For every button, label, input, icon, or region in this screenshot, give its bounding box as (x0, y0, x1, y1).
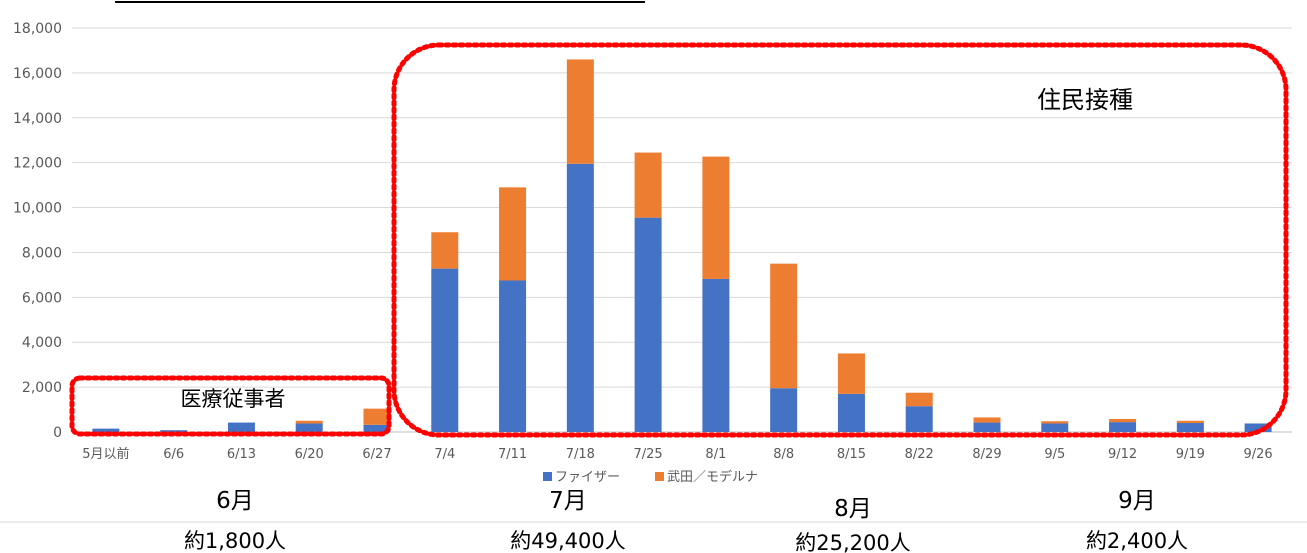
x-tick-label: 8/29 (972, 447, 1001, 462)
bar-moderna (634, 152, 662, 218)
y-tick-label: 6,000 (22, 290, 62, 306)
y-tick-label: 14,000 (13, 111, 62, 127)
x-tick-label: 6/13 (227, 447, 256, 462)
x-tick-label: 8/8 (773, 447, 794, 462)
x-tick-label: 7/25 (634, 447, 663, 462)
x-tick-label: 9/5 (1044, 447, 1065, 462)
bar-pfizer (363, 424, 391, 432)
bar-pfizer (1041, 423, 1069, 432)
bar-moderna (295, 420, 323, 424)
bar-moderna (566, 59, 594, 164)
month-label-july: 7月 (549, 488, 587, 514)
bar-moderna (499, 187, 527, 281)
x-tick-label: 8/1 (705, 447, 726, 462)
legend: ファイザー 武田／モデルナ (543, 469, 758, 485)
x-tick-label: 9/12 (1108, 447, 1137, 462)
bar-pfizer (973, 422, 1001, 432)
legend-swatch-moderna (655, 472, 664, 481)
x-tick-label: 7/11 (498, 447, 527, 462)
bar-pfizer (905, 406, 933, 432)
x-tick-label: 5月以前 (82, 446, 129, 462)
x-tick-label: 9/19 (1176, 447, 1205, 462)
bar-pfizer (1109, 422, 1137, 432)
bar-moderna (1041, 421, 1069, 424)
bar-pfizer (431, 268, 459, 432)
bar-moderna (1176, 420, 1204, 424)
bar-pfizer (566, 163, 594, 433)
month-label-june: 6月 (216, 488, 254, 514)
medical-workers-label: 医療従事者 (181, 387, 286, 411)
x-tick-label: 8/22 (905, 447, 934, 462)
legend-label-moderna: 武田／モデルナ (667, 469, 758, 485)
medical-workers-box (69, 375, 392, 437)
bar-pfizer (1176, 423, 1204, 432)
bar-moderna (770, 263, 798, 389)
y-tick-label: 18,000 (13, 21, 62, 37)
y-tick-label: 0 (53, 425, 62, 441)
bar-moderna (905, 392, 933, 407)
bar-pfizer (770, 388, 798, 432)
x-tick-label: 7/18 (566, 447, 595, 462)
y-tick-label: 16,000 (13, 66, 62, 82)
bar-moderna (431, 232, 459, 269)
legend-swatch-pfizer (543, 472, 552, 481)
month-total-june: 約1,800人 (184, 529, 286, 553)
y-tick-label: 8,000 (22, 245, 62, 261)
bar-moderna (837, 353, 865, 394)
x-tick-label: 6/27 (362, 447, 391, 462)
x-tick-label: 6/20 (295, 447, 324, 462)
y-tick-label: 12,000 (13, 156, 62, 172)
bar-pfizer (92, 428, 120, 432)
y-tick-label: 2,000 (22, 380, 62, 396)
bar-moderna (363, 408, 391, 425)
x-tick-label: 8/15 (837, 447, 866, 462)
month-total-august: 約25,200人 (795, 531, 910, 553)
month-total-september: 約2,400人 (1086, 529, 1188, 553)
bar-moderna (973, 417, 1001, 423)
x-axis-ticks: 5月以前 6/6 6/13 6/20 6/27 7/4 7/11 7/18 7/25 8/1 8/8… (82, 446, 1272, 462)
bar-pfizer (160, 430, 188, 432)
bar-pfizer (295, 423, 323, 432)
y-axis-ticks: 0 2,000 4,000 6,000 8,000 10,000 12,000 14,000 1… (13, 21, 62, 441)
bars (92, 59, 1272, 433)
bar-pfizer (837, 393, 865, 432)
bar-pfizer (227, 422, 255, 432)
residents-label: 住民接種 (1037, 86, 1133, 114)
bar-pfizer (1244, 423, 1272, 432)
month-label-august: 8月 (834, 496, 872, 522)
bar-pfizer (634, 217, 662, 432)
month-label-september: 9月 (1118, 488, 1156, 514)
x-tick-label: 6/6 (163, 447, 184, 462)
x-tick-label: 7/4 (434, 447, 455, 462)
y-tick-label: 10,000 (13, 201, 62, 217)
month-total-july: 約49,400人 (510, 529, 625, 553)
y-tick-label: 4,000 (22, 335, 62, 351)
bar-moderna (1109, 418, 1137, 423)
bar-pfizer (702, 278, 730, 432)
bar-moderna (702, 156, 730, 279)
x-tick-label: 9/26 (1244, 447, 1273, 462)
bar-pfizer (499, 280, 527, 432)
residents-box (391, 42, 1289, 438)
legend-label-pfizer: ファイザー (555, 470, 620, 485)
